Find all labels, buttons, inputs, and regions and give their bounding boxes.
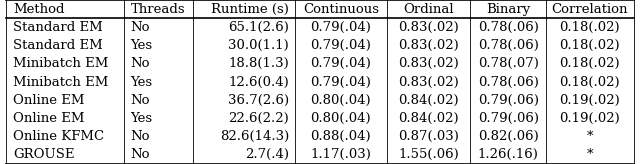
Text: 0.79(.06): 0.79(.06) bbox=[477, 112, 539, 125]
Text: No: No bbox=[131, 94, 150, 107]
Text: No: No bbox=[131, 21, 150, 34]
Text: 1.17(.03): 1.17(.03) bbox=[310, 148, 371, 161]
Text: 36.7(2.6): 36.7(2.6) bbox=[228, 94, 289, 107]
Text: *: * bbox=[587, 130, 593, 143]
Text: 0.78(.06): 0.78(.06) bbox=[477, 21, 539, 34]
Text: Online EM: Online EM bbox=[13, 112, 84, 125]
Text: 0.88(.04): 0.88(.04) bbox=[310, 130, 371, 143]
Text: Method: Method bbox=[13, 3, 64, 16]
Text: Runtime (s): Runtime (s) bbox=[211, 3, 289, 16]
Text: *: * bbox=[587, 148, 593, 161]
Text: 0.79(.04): 0.79(.04) bbox=[310, 75, 371, 89]
Text: 1.55(.06): 1.55(.06) bbox=[398, 148, 459, 161]
Text: Ordinal: Ordinal bbox=[403, 3, 454, 16]
Text: 0.80(.04): 0.80(.04) bbox=[310, 112, 371, 125]
Text: 0.18(.02): 0.18(.02) bbox=[559, 21, 620, 34]
Text: Yes: Yes bbox=[131, 39, 153, 52]
Text: GROUSE: GROUSE bbox=[13, 148, 74, 161]
Text: Online EM: Online EM bbox=[13, 94, 84, 107]
Text: Binary: Binary bbox=[486, 3, 531, 16]
Text: 0.79(.06): 0.79(.06) bbox=[477, 94, 539, 107]
Text: 0.18(.02): 0.18(.02) bbox=[559, 75, 620, 89]
Text: 0.78(.06): 0.78(.06) bbox=[477, 75, 539, 89]
Text: 0.79(.04): 0.79(.04) bbox=[310, 39, 371, 52]
Text: 0.84(.02): 0.84(.02) bbox=[398, 112, 459, 125]
Text: Standard EM: Standard EM bbox=[13, 21, 102, 34]
Text: 0.80(.04): 0.80(.04) bbox=[310, 94, 371, 107]
Text: 0.87(.03): 0.87(.03) bbox=[398, 130, 459, 143]
Text: 0.18(.02): 0.18(.02) bbox=[559, 57, 620, 70]
Text: No: No bbox=[131, 148, 150, 161]
Text: 0.83(.02): 0.83(.02) bbox=[398, 21, 459, 34]
Text: Yes: Yes bbox=[131, 112, 153, 125]
Text: Minibatch EM: Minibatch EM bbox=[13, 57, 108, 70]
Text: 0.19(.02): 0.19(.02) bbox=[559, 94, 620, 107]
Text: 0.79(.04): 0.79(.04) bbox=[310, 57, 371, 70]
Text: 22.6(2.2): 22.6(2.2) bbox=[228, 112, 289, 125]
Text: 0.19(.02): 0.19(.02) bbox=[559, 112, 620, 125]
Text: Minibatch EM: Minibatch EM bbox=[13, 75, 108, 89]
Text: 2.7(.4): 2.7(.4) bbox=[245, 148, 289, 161]
Text: Online KFMC: Online KFMC bbox=[13, 130, 104, 143]
Text: 65.1(2.6): 65.1(2.6) bbox=[228, 21, 289, 34]
Text: Continuous: Continuous bbox=[303, 3, 379, 16]
Text: 0.84(.02): 0.84(.02) bbox=[398, 94, 459, 107]
Text: Yes: Yes bbox=[131, 75, 153, 89]
Text: 0.78(.06): 0.78(.06) bbox=[477, 39, 539, 52]
Text: No: No bbox=[131, 57, 150, 70]
Text: Standard EM: Standard EM bbox=[13, 39, 102, 52]
Text: Correlation: Correlation bbox=[552, 3, 628, 16]
Text: 1.26(.16): 1.26(.16) bbox=[477, 148, 539, 161]
Text: 18.8(1.3): 18.8(1.3) bbox=[228, 57, 289, 70]
Text: 0.18(.02): 0.18(.02) bbox=[559, 39, 620, 52]
Text: 0.83(.02): 0.83(.02) bbox=[398, 57, 459, 70]
Text: Threads: Threads bbox=[131, 3, 185, 16]
Text: 0.82(.06): 0.82(.06) bbox=[478, 130, 538, 143]
Text: No: No bbox=[131, 130, 150, 143]
Text: 0.83(.02): 0.83(.02) bbox=[398, 39, 459, 52]
Text: 30.0(1.1): 30.0(1.1) bbox=[228, 39, 289, 52]
Text: 0.83(.02): 0.83(.02) bbox=[398, 75, 459, 89]
Text: 12.6(0.4): 12.6(0.4) bbox=[228, 75, 289, 89]
Text: 0.79(.04): 0.79(.04) bbox=[310, 21, 371, 34]
Text: 0.78(.07): 0.78(.07) bbox=[477, 57, 539, 70]
Text: 82.6(14.3): 82.6(14.3) bbox=[220, 130, 289, 143]
